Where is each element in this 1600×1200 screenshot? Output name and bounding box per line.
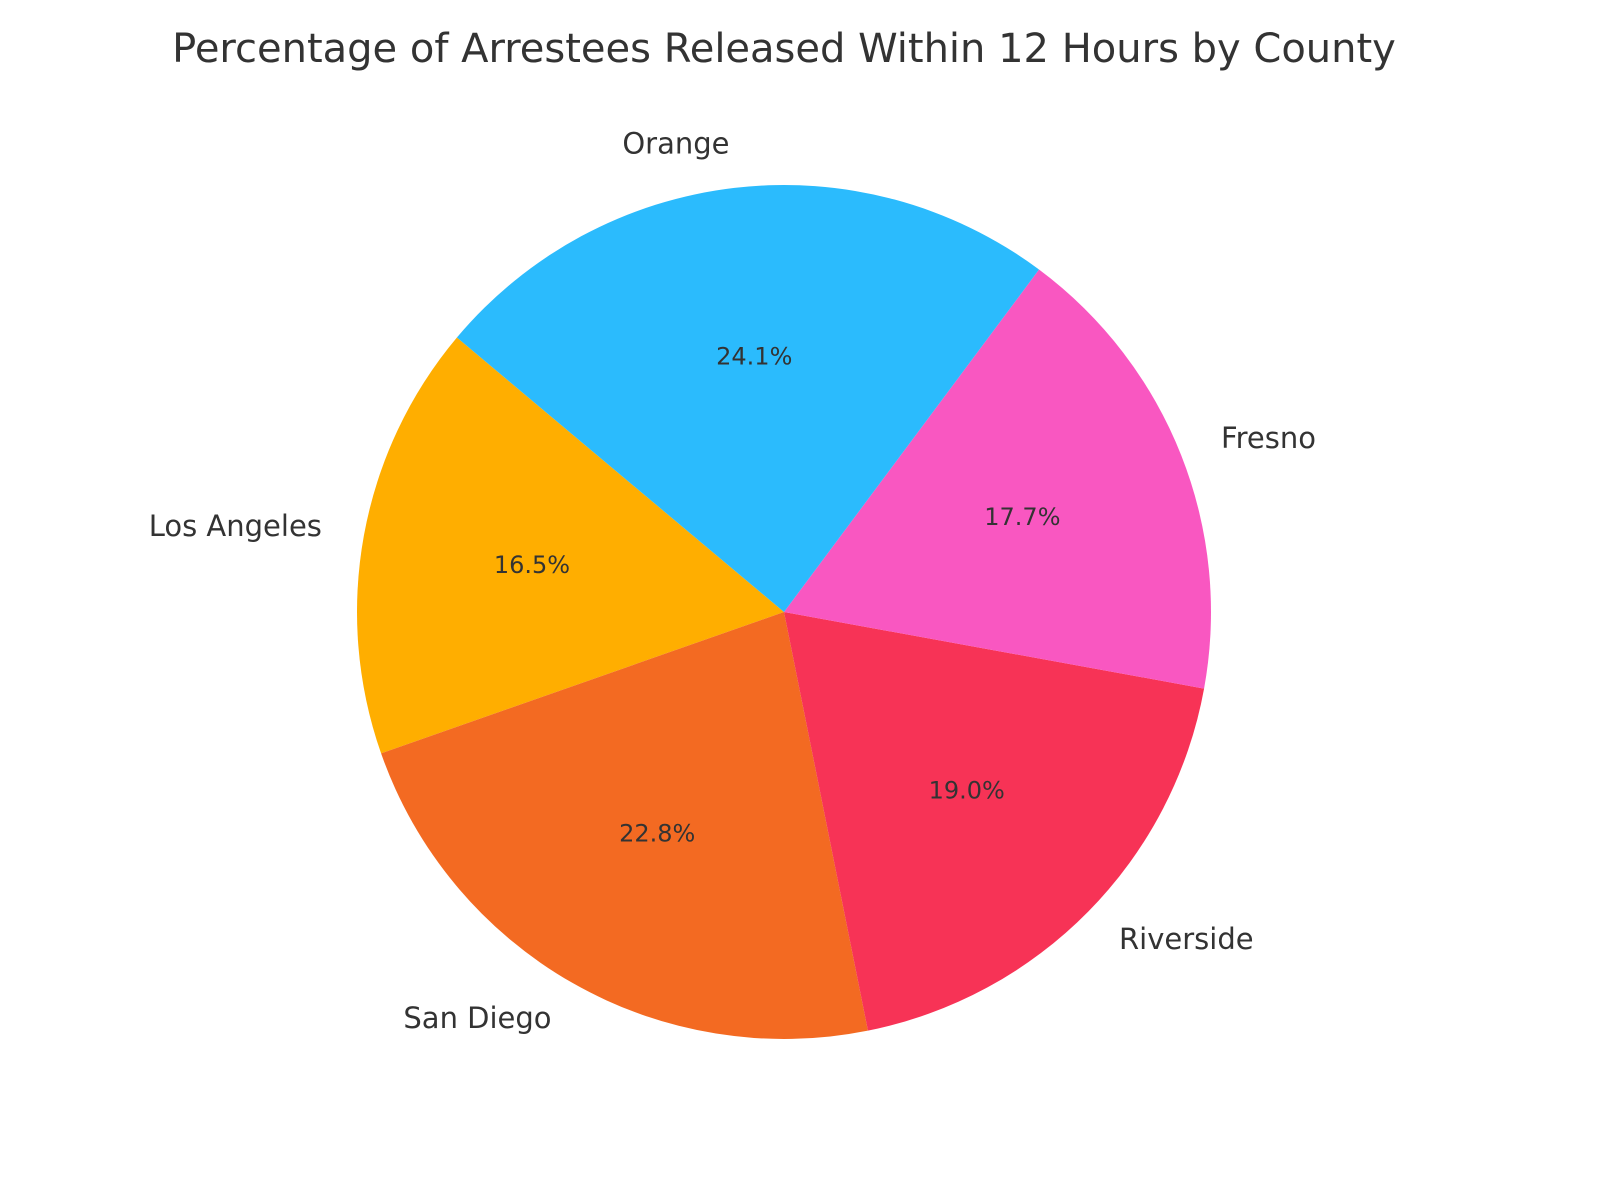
slice-percent-label: 24.1%	[716, 343, 792, 371]
slice-percent-label: 22.8%	[619, 820, 695, 848]
slice-percent-label: 19.0%	[929, 777, 1005, 805]
pie-slice-orange	[456, 185, 1040, 612]
slice-label: Orange	[622, 126, 729, 160]
slice-label: Los Angeles	[149, 509, 322, 543]
slice-label: San Diego	[403, 1001, 551, 1035]
chart-title: Percentage of Arrestees Released Within …	[172, 26, 1396, 72]
slice-label: Riverside	[1119, 922, 1254, 956]
pie-slice-riverside	[784, 612, 1205, 1031]
pie-slice-san-diego	[381, 612, 868, 1039]
pie-slice-fresno	[784, 269, 1211, 689]
pie-slice-los-angeles	[357, 337, 784, 754]
slice-label: Fresno	[1221, 421, 1316, 455]
slice-percent-label: 16.5%	[494, 551, 570, 579]
slice-percent-label: 17.7%	[984, 503, 1060, 531]
slices	[357, 185, 1211, 1039]
labels: Los Angeles 16.5% San Diego 22.8% Riverside 1…	[149, 126, 1316, 1035]
